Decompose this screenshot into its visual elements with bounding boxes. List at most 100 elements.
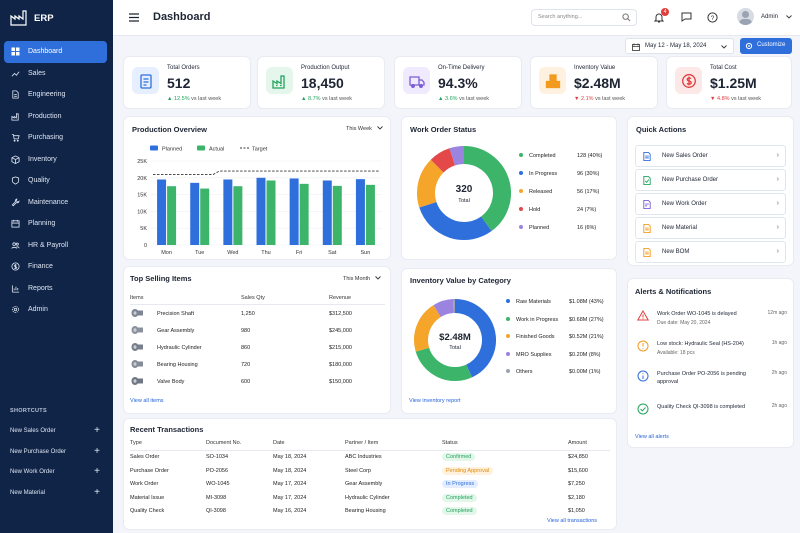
alert-item[interactable]: Quality Check QI-3098 is completed 2h ago [637, 403, 787, 427]
sidebar-item-label: Engineering [28, 91, 66, 99]
sidebar-item-sales[interactable]: Sales [4, 63, 107, 85]
alert-subtext: Due date: May 20, 2024 [657, 320, 711, 326]
alerts-card: Alerts & Notifications Work Order WO-104… [627, 278, 794, 448]
legend-row: MRO Supplies [506, 351, 552, 358]
y-tick-label: 15K [137, 193, 147, 199]
chevron-down-icon[interactable] [786, 15, 792, 19]
legend-row: Hold [519, 207, 540, 213]
item-revenue: $150,000 [329, 379, 352, 385]
quick-action-new-bom[interactable]: New BOM › [635, 241, 786, 263]
date-range-picker[interactable]: May 12 - May 18, 2024 [625, 38, 734, 54]
column-header: Document No. [206, 440, 242, 446]
alert-item[interactable]: Purchase Order PO-2056 is pending approv… [637, 370, 787, 394]
quick-action-new-material[interactable]: New Material › [635, 217, 786, 239]
chevron-right-icon: › [776, 176, 779, 183]
shortcut-item[interactable]: New Sales Order + [10, 425, 100, 436]
menu-icon[interactable] [129, 13, 139, 22]
alert-item[interactable]: Low stock: Hydraulic Seal (HS-204) Availa… [637, 340, 787, 364]
column-header: Type [130, 440, 142, 446]
product-thumbnail [131, 342, 144, 352]
kpi-value: $2.48M [574, 75, 621, 91]
x-tick-label: Sat [328, 250, 337, 256]
sidebar-item-purchasing[interactable]: Purchasing [4, 127, 107, 149]
kpi-card[interactable]: Production Output 18,450 ▲ 8.7% vs last we… [257, 56, 385, 109]
column-header: Date [273, 440, 285, 446]
sidebar-item-engineering[interactable]: Engineering [4, 84, 107, 106]
sidebar-item-maintenance[interactable]: Maintenance [4, 192, 107, 214]
avatar[interactable] [737, 8, 754, 25]
view-all-transactions-link[interactable]: View all transactions [547, 518, 598, 524]
tx-doc[interactable]: WO-1045 [206, 481, 230, 488]
legend-value: 96 (30%) [577, 171, 600, 177]
kpi-card[interactable]: Total Orders 512 ▲ 12.5% vs last week [123, 56, 251, 109]
view-all-items-link[interactable]: View all items [130, 398, 164, 404]
kpi-trend: ▲ 8.7% vs last week [301, 96, 352, 102]
quick-action-new-sales-order[interactable]: New Sales Order › [635, 145, 786, 167]
tx-doc[interactable]: SO-1034 [206, 454, 229, 460]
sidebar-item-inventory[interactable]: Inventory [4, 149, 107, 171]
tx-doc[interactable]: MI-3098 [206, 494, 227, 501]
legend-value: 128 (40%) [577, 153, 603, 159]
sidebar-item-admin[interactable]: Admin [4, 299, 107, 321]
product-thumbnail [131, 308, 144, 318]
shortcut-item[interactable]: New Material + [10, 486, 100, 498]
card-title: Work Order Status [410, 125, 477, 134]
plus-icon[interactable]: + [94, 486, 100, 498]
sidebar-item-label: Production [28, 112, 62, 120]
sidebar-item-production[interactable]: Production [4, 106, 107, 128]
sidebar-item-dashboard[interactable]: Dashboard [4, 41, 107, 63]
production-chart: Planned Actual Target 0 5K 10K 15K 20K 25K Mon Tue… [137, 145, 382, 256]
column-header: Amount [568, 440, 587, 446]
sidebar-item-hr-payroll[interactable]: HR & Payroll [4, 235, 107, 257]
legend-swatch [150, 145, 158, 151]
kpi-card[interactable]: Total Cost $1.25M ▼ 4.8% vs last week [666, 56, 792, 109]
sidebar-item-finance[interactable]: Finance [4, 256, 107, 278]
card-title: Inventory Value by Category [410, 276, 511, 285]
kpi-delta-suffix: vs last week [459, 96, 490, 102]
kpi-label: On-Time Delivery [438, 65, 485, 71]
view-all-alerts-link[interactable]: View all alerts [635, 434, 669, 440]
legend-row: Others [506, 369, 533, 375]
search-icon[interactable] [622, 13, 631, 22]
kpi-card[interactable]: On-Time Delivery 94.3% ▲ 3.6% vs last week [394, 56, 522, 109]
sidebar-item-quality[interactable]: Quality [4, 170, 107, 192]
plus-icon[interactable]: + [94, 425, 100, 436]
view-inventory-report-link[interactable]: View inventory report [409, 398, 461, 404]
brand[interactable]: ERP [10, 10, 54, 26]
legend-dot [519, 171, 523, 175]
column-header: Partner / Item [345, 440, 379, 446]
period-select[interactable]: This Week [346, 125, 383, 132]
shortcut-item[interactable]: New Work Order + [10, 466, 100, 477]
sidebar-item-reports[interactable]: Reports [4, 278, 107, 300]
search-box[interactable]: Search anything... [531, 9, 637, 26]
item-revenue: $312,500 [329, 311, 352, 317]
quick-action-new-work-order[interactable]: New Work Order › [635, 193, 786, 215]
shortcut-item[interactable]: New Purchase Order + [10, 445, 100, 457]
chat-icon[interactable] [681, 12, 692, 22]
user-name[interactable]: Admin [761, 14, 779, 20]
sidebar-item-planning[interactable]: Planning [4, 213, 107, 235]
quick-action-label: New Work Order [662, 201, 707, 207]
search-input[interactable]: Search anything... [538, 14, 583, 20]
legend-dot [506, 316, 510, 321]
bell-icon[interactable] [654, 12, 664, 23]
tx-date: May 18, 2024 [273, 467, 307, 474]
legend-row: In Progress [519, 171, 557, 177]
chart-icon [11, 285, 20, 293]
customize-button[interactable]: Customize [740, 38, 792, 54]
tx-doc[interactable]: QI-3098 [206, 508, 226, 515]
plus-icon[interactable]: + [94, 445, 100, 457]
legend-label: MRO Supplies [516, 351, 552, 358]
period-select-value: This Month [343, 276, 371, 282]
kpi-label: Total Cost [710, 65, 737, 71]
plus-icon[interactable]: + [94, 466, 100, 477]
tx-doc[interactable]: PO-2056 [206, 467, 229, 474]
kpi-card[interactable]: Inventory Value $2.48M ▼ 2.1% vs last week [530, 56, 658, 109]
shortcut-label: New Sales Order [10, 428, 56, 434]
alert-item[interactable]: Work Order WO-1045 is delayed Due date: M… [636, 310, 787, 334]
help-icon[interactable]: ? [707, 12, 718, 23]
y-tick-label: 25K [137, 159, 147, 165]
alert-time: 2h ago [771, 370, 787, 376]
period-select[interactable]: This Month [343, 275, 381, 282]
quick-action-new-purchase-order[interactable]: New Purchase Order › [635, 169, 786, 191]
